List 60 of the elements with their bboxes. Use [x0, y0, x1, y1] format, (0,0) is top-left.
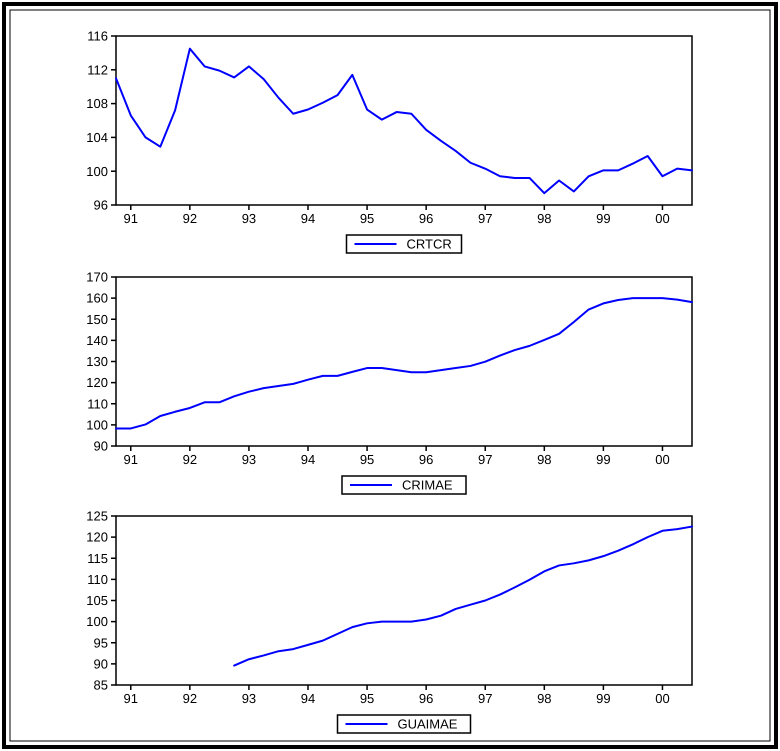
x-tick-label: 94 [300, 211, 316, 226]
y-tick-label: 112 [87, 62, 108, 78]
x-tick-label: 93 [242, 452, 256, 467]
y-tick-label: 120 [86, 530, 108, 545]
x-tick-label: 96 [418, 691, 434, 706]
y-tick-label: 170 [86, 270, 108, 285]
y-tick-label: 115 [87, 550, 108, 566]
y-tick-label: 108 [86, 96, 108, 112]
x-tick-label: 99 [596, 452, 611, 467]
x-tick-label: 94 [300, 452, 316, 467]
x-tick-label: 98 [537, 452, 552, 467]
y-tick-label: 96 [94, 198, 108, 213]
y-tick-label: 95 [94, 635, 108, 650]
x-tick-label: 92 [182, 691, 198, 706]
x-tick-label: 91 [124, 691, 138, 706]
legend-label: GUAIMAE [398, 716, 458, 732]
x-tick-label: 98 [537, 691, 552, 706]
y-tick-label: 100 [86, 417, 108, 432]
x-tick-label: 00 [655, 452, 670, 467]
x-tick-label: 97 [478, 211, 492, 226]
x-tick-label: 95 [360, 452, 374, 467]
y-tick-label: 104 [86, 130, 108, 145]
y-tick-label: 116 [87, 28, 108, 44]
y-tick-label: 85 [94, 678, 108, 693]
x-tick-label: 97 [478, 452, 492, 467]
line-series [115, 48, 693, 194]
y-tick-label: 110 [87, 572, 108, 587]
x-tick-label: 92 [182, 211, 198, 226]
y-tick-label: 140 [86, 332, 108, 348]
y-tick-label: 150 [86, 312, 108, 327]
x-tick-label: 95 [360, 691, 374, 706]
x-tick-label: 99 [596, 691, 611, 706]
x-tick-label: 98 [537, 211, 552, 226]
x-tick-label: 91 [124, 211, 138, 226]
legend-label: CRTCR [406, 236, 452, 252]
y-tick-label: 130 [86, 354, 108, 370]
legend-label: CRIMAE [402, 478, 453, 493]
y-tick-label: 100 [86, 164, 108, 179]
y-tick-label: 110 [87, 396, 108, 412]
y-tick-label: 105 [86, 593, 108, 608]
y-tick-label: 90 [94, 656, 108, 672]
x-tick-label: 92 [182, 452, 198, 467]
x-tick-label: 96 [418, 452, 434, 467]
y-tick-label: 160 [86, 290, 108, 306]
y-tick-label: 125 [86, 508, 108, 524]
x-tick-label: 94 [300, 691, 316, 706]
x-tick-label: 95 [360, 211, 374, 226]
x-tick-label: 00 [655, 211, 670, 226]
x-tick-label: 93 [242, 691, 256, 706]
x-tick-label: 93 [242, 211, 256, 226]
x-tick-label: 96 [418, 211, 434, 226]
x-tick-label: 91 [124, 452, 138, 467]
line-series [233, 526, 693, 667]
y-tick-label: 90 [94, 438, 108, 454]
y-tick-label: 120 [86, 375, 108, 390]
x-tick-label: 00 [655, 691, 670, 706]
x-tick-label: 99 [596, 211, 611, 226]
x-tick-label: 97 [478, 691, 492, 706]
y-tick-label: 100 [86, 614, 108, 630]
line-series [115, 297, 693, 430]
